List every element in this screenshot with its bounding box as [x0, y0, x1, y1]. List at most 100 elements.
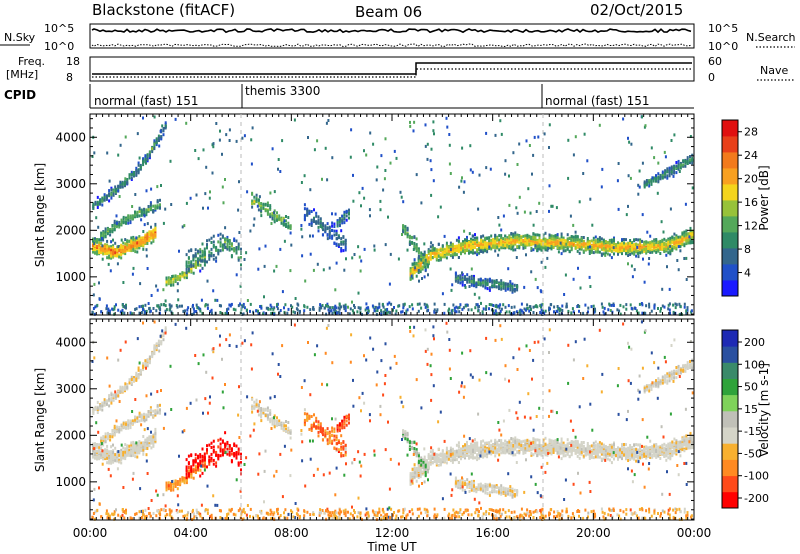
power-cell	[415, 274, 418, 278]
power-cell	[610, 240, 613, 244]
power-cell	[122, 220, 125, 224]
power-cell	[149, 203, 152, 207]
power-cell	[384, 169, 387, 172]
power-cell	[584, 246, 587, 250]
power-cell	[617, 241, 619, 245]
power-cell	[537, 135, 540, 139]
power-cell	[285, 219, 287, 223]
power-cell	[550, 247, 553, 251]
power-cell	[450, 288, 453, 292]
power-cell	[474, 306, 477, 310]
power-cell	[282, 216, 285, 220]
power-cell	[124, 177, 127, 181]
power-cell	[477, 278, 480, 282]
power-cell	[179, 278, 182, 282]
power-cell	[134, 193, 137, 196]
power-cell	[500, 246, 503, 250]
power-cell	[659, 247, 662, 250]
power-cell	[333, 229, 336, 233]
power-cell	[437, 248, 440, 252]
power-cell	[146, 233, 149, 237]
power-cell	[357, 245, 360, 249]
power-cell	[104, 249, 107, 253]
power-cell	[335, 242, 338, 246]
power-cell	[621, 252, 623, 256]
power-cell	[671, 235, 674, 239]
power-cell	[134, 213, 136, 217]
power-cell	[132, 244, 135, 248]
power-cell	[504, 305, 507, 309]
power-cell	[486, 287, 489, 291]
power-cell	[562, 242, 565, 246]
velocity-cell	[112, 449, 115, 453]
power-cell	[649, 240, 652, 244]
power-cell	[565, 302, 568, 306]
power-cell	[358, 255, 361, 259]
power-cell	[683, 257, 686, 260]
power-cell	[326, 178, 329, 182]
power-cell	[156, 185, 159, 189]
power-cell	[148, 237, 151, 241]
power-cell	[151, 150, 154, 154]
power-cell	[94, 239, 96, 243]
power-cell	[276, 307, 279, 311]
power-cell	[157, 134, 160, 138]
power-cell	[234, 308, 237, 312]
power-cell	[576, 245, 579, 249]
power-cell	[154, 230, 157, 234]
power-cell	[457, 277, 460, 281]
power-cell	[691, 241, 694, 245]
power-cell	[269, 212, 272, 216]
power-cell	[653, 306, 656, 310]
power-cell	[648, 257, 651, 260]
power-cell	[144, 157, 147, 161]
power-cell	[490, 247, 493, 251]
power-cell	[237, 242, 240, 246]
power-cell	[157, 304, 160, 308]
power-cell	[327, 119, 330, 122]
power-cell	[555, 309, 558, 313]
power-cell	[118, 223, 121, 227]
power-cell	[673, 242, 676, 245]
power-cell	[534, 244, 537, 248]
power-cell	[156, 199, 159, 203]
power-cell	[667, 244, 670, 248]
power-cell	[437, 254, 440, 258]
power-cell	[135, 307, 138, 311]
power-cell	[199, 309, 202, 313]
power-cell	[507, 286, 509, 289]
power-cell	[109, 269, 112, 273]
power-cell	[214, 298, 217, 302]
power-cell	[639, 243, 642, 247]
power-cell	[300, 181, 303, 184]
power-cell	[124, 245, 127, 249]
power-cell	[113, 219, 116, 223]
power-cell	[520, 309, 523, 313]
power-cell	[572, 310, 575, 314]
power-cell	[584, 244, 587, 248]
power-cell	[154, 222, 157, 226]
power-cell	[167, 276, 170, 280]
power-cell	[439, 205, 442, 209]
power-cell	[331, 311, 334, 315]
power-cell	[432, 179, 435, 183]
power-cell	[357, 306, 360, 310]
power-cell	[617, 207, 620, 211]
power-cell	[345, 218, 348, 222]
power-cell	[94, 202, 97, 206]
power-cell	[271, 211, 274, 215]
power-cell	[279, 170, 282, 173]
power-cell	[228, 248, 231, 252]
power-cell	[197, 260, 199, 264]
power-cell	[260, 209, 263, 213]
velocity-cell	[120, 448, 123, 452]
power-cell	[560, 245, 563, 249]
power-cell	[484, 286, 487, 290]
power-cell	[427, 256, 430, 260]
power-cell	[108, 309, 111, 313]
power-cell	[162, 127, 165, 131]
power-cell	[264, 244, 267, 248]
power-cell	[310, 221, 313, 225]
power-cell	[126, 178, 129, 181]
power-cell	[110, 188, 113, 192]
